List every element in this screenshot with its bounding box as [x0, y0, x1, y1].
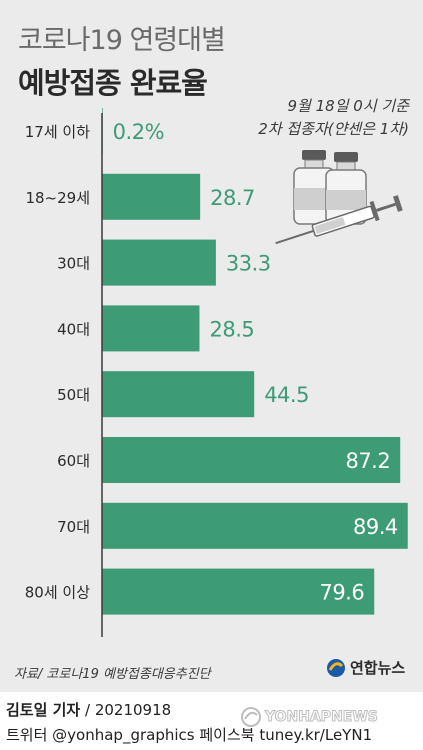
value-label-7: 79.6 [319, 581, 364, 605]
category-label-5: 60대 [57, 452, 90, 470]
value-label-4: 44.5 [264, 383, 309, 407]
bar-4 [102, 371, 255, 418]
value-label-5: 87.2 [345, 449, 390, 473]
reference-note: 9월 18일 0시 기준 2차 접종자(얀센은 1차) [258, 95, 409, 141]
watermark-text: YONHAPNEWS [265, 709, 379, 726]
reporter-name: 김토일 기자 [6, 701, 81, 719]
bar-1 [102, 173, 201, 220]
source-text: 자료/ 코로나19 예방접종대응추진단 [14, 667, 211, 682]
page-title: 코로나19 연령대별 [18, 25, 226, 56]
bar-3 [102, 305, 200, 352]
category-label-2: 30대 [57, 255, 90, 273]
watermark: YONHAPNEWS [240, 706, 378, 728]
yonhap-logo: 연합뉴스 [326, 657, 405, 678]
category-label-7: 80세 이상 [25, 584, 90, 602]
vaccine-vials-syringe-icon [275, 150, 403, 245]
value-label-6: 89.4 [353, 515, 398, 539]
bar-6 [102, 502, 408, 549]
category-label-6: 70대 [57, 518, 90, 536]
watermark-logo-icon [241, 707, 261, 727]
value-label-0: 0.2% [113, 120, 164, 144]
chart-panel: 코로나19 연령대별 예방접종 완료율 9월 18일 0시 기준 2차 접종자(… [0, 0, 423, 692]
value-label-3: 28.5 [209, 317, 254, 341]
category-label-3: 40대 [57, 320, 90, 338]
value-label-1: 28.7 [210, 186, 255, 210]
bar-5 [102, 437, 401, 483]
logo-text: 연합뉴스 [350, 659, 406, 677]
value-label-2: 33.3 [226, 252, 271, 276]
category-label-1: 18~29세 [25, 189, 90, 207]
note-criteria: 2차 접종자(얀센은 1차) [258, 120, 409, 138]
category-label-4: 50대 [57, 386, 90, 404]
credit-line: 김토일 기자 / 20210918 [6, 699, 171, 720]
publish-date: / 20210918 [85, 701, 172, 719]
page-subtitle: 예방접종 완료율 [18, 66, 208, 100]
category-label-0: 17세 이하 [25, 123, 90, 141]
yonhap-logo-icon [327, 658, 345, 677]
bar-2 [102, 239, 216, 286]
social-links: 트위터 @yonhap_graphics 페이스북 tuney.kr/LeYN1 [6, 726, 373, 744]
bar-chart: 0.2% 28.7 33.3 28.5 44.5 87.2 89.4 79.6 17세 이하 1… [25, 108, 408, 637]
bar-7 [102, 568, 375, 615]
note-date: 9월 18일 0시 기준 [287, 97, 409, 115]
